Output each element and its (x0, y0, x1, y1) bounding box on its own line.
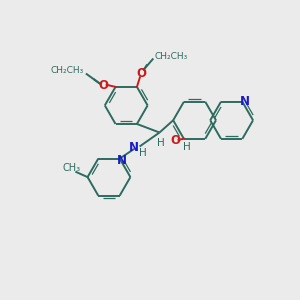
Text: CH₂CH₃: CH₂CH₃ (50, 66, 84, 75)
Text: H: H (139, 148, 146, 158)
Text: O: O (136, 67, 146, 80)
Text: H: H (183, 142, 191, 152)
Text: CH₂CH₃: CH₂CH₃ (154, 52, 188, 61)
Text: H: H (157, 138, 165, 148)
Text: CH₃: CH₃ (62, 163, 80, 172)
Text: N: N (129, 141, 139, 154)
Text: N: N (117, 154, 127, 166)
Text: N: N (239, 95, 249, 108)
Text: O: O (171, 134, 181, 147)
Text: O: O (98, 79, 108, 92)
